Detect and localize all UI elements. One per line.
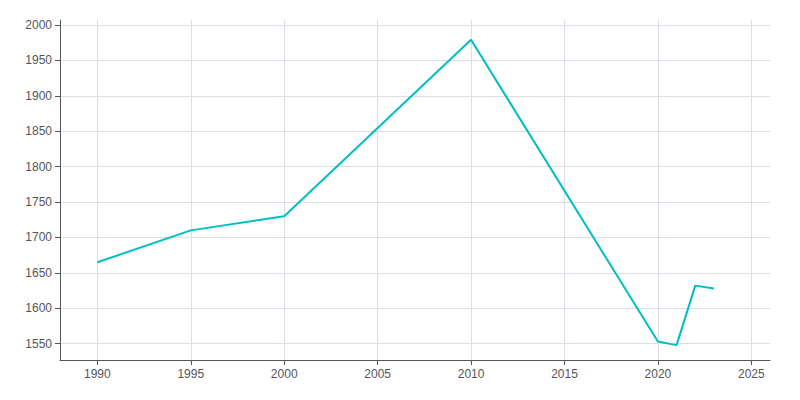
- svg-text:1650: 1650: [25, 266, 52, 280]
- svg-text:1800: 1800: [25, 160, 52, 174]
- svg-text:1900: 1900: [25, 89, 52, 103]
- svg-text:2015: 2015: [551, 367, 578, 381]
- svg-text:1600: 1600: [25, 301, 52, 315]
- svg-text:2000: 2000: [271, 367, 298, 381]
- svg-text:1995: 1995: [177, 367, 204, 381]
- svg-text:2000: 2000: [25, 18, 52, 32]
- svg-text:1550: 1550: [25, 337, 52, 351]
- svg-text:1700: 1700: [25, 230, 52, 244]
- svg-text:1850: 1850: [25, 124, 52, 138]
- svg-text:2005: 2005: [364, 367, 391, 381]
- svg-text:2025: 2025: [738, 367, 765, 381]
- svg-text:1990: 1990: [84, 367, 111, 381]
- svg-text:1950: 1950: [25, 53, 52, 67]
- svg-text:1750: 1750: [25, 195, 52, 209]
- svg-text:2020: 2020: [645, 367, 672, 381]
- svg-text:2010: 2010: [458, 367, 485, 381]
